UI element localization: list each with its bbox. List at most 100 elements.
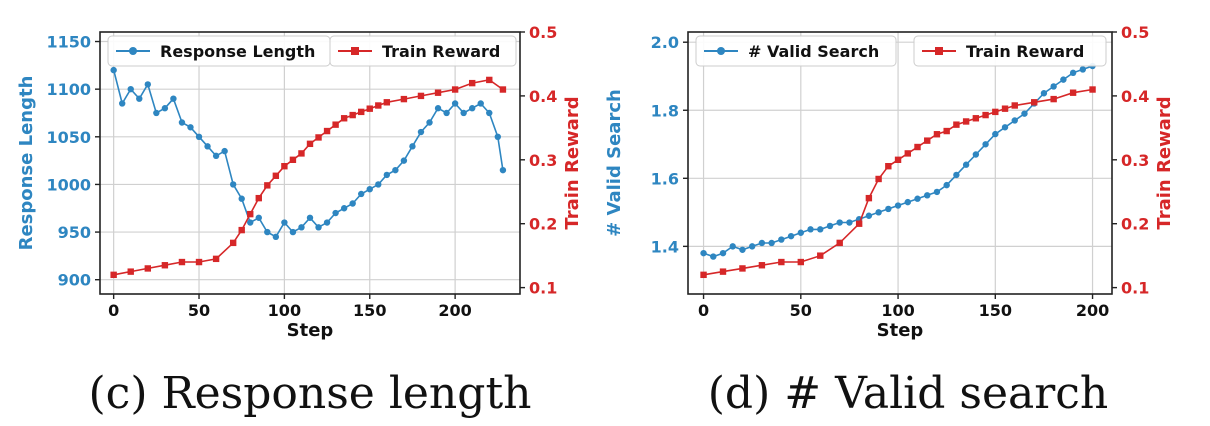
data-point (894, 156, 902, 164)
data-point (247, 210, 254, 218)
data-point (778, 236, 785, 243)
data-point (817, 226, 824, 233)
data-point (144, 81, 152, 88)
y-right-axis-label: Train Reward (1154, 96, 1175, 229)
y-right-tick-label: 0.3 (529, 151, 557, 170)
data-point (924, 137, 931, 144)
figure-caption: (d) # Valid search (708, 368, 1108, 419)
data-point (778, 258, 785, 266)
chart-panel-d: 0 50 100 150 200 1.4 1.6 1.8 2.0 0.1 0.2 0.3 0.4 0.5 S… (604, 23, 1175, 419)
data-point (366, 105, 373, 112)
data-point (499, 86, 507, 93)
data-point (178, 119, 186, 126)
data-point (914, 195, 921, 202)
data-point (739, 265, 746, 272)
data-point (349, 111, 356, 119)
y-right-tick-label: 0.5 (529, 23, 557, 42)
data-point (865, 194, 873, 202)
data-point (451, 86, 459, 93)
data-point (826, 222, 834, 230)
x-tick-label: 150 (979, 301, 1012, 320)
data-point (272, 172, 280, 179)
data-point (817, 252, 824, 259)
data-point (298, 150, 305, 157)
data-point (719, 268, 727, 275)
data-point (110, 66, 117, 74)
data-point (229, 239, 237, 247)
data-point (865, 212, 873, 219)
data-point (204, 143, 211, 150)
data-point (953, 171, 960, 179)
y-left-axis-label: Response Length (16, 76, 37, 251)
data-point (894, 202, 902, 209)
y-right-axis-label: Train Reward (562, 96, 583, 229)
data-point (1069, 89, 1077, 96)
data-point (885, 205, 892, 213)
data-point (238, 195, 245, 202)
data-point (170, 95, 177, 102)
data-point (1089, 86, 1096, 93)
data-point (281, 162, 288, 170)
chart-panel-c: 0 50 100 150 200 900 950 1000 1050 1100 1150 0.1 0.2… (16, 23, 583, 419)
x-tick-label: 200 (1076, 301, 1109, 320)
data-point (375, 181, 382, 188)
data-point (836, 219, 843, 226)
data-point (426, 119, 433, 126)
x-tick-label: 0 (108, 301, 119, 320)
legend-marker (129, 47, 137, 55)
data-point (434, 105, 442, 112)
data-point (136, 95, 143, 102)
data-point (943, 181, 950, 189)
data-point (358, 108, 365, 116)
data-point (187, 124, 194, 131)
data-point (836, 239, 843, 247)
series-line (113, 79, 504, 276)
data-point (477, 100, 484, 107)
plot-frame (687, 31, 1113, 295)
series-line (112, 69, 504, 238)
data-point (306, 214, 314, 221)
data-point (982, 141, 989, 148)
data-point (1011, 117, 1018, 124)
data-point (272, 233, 280, 241)
data-point (953, 121, 960, 128)
data-point (392, 166, 399, 174)
data-point (229, 181, 237, 188)
data-point (212, 255, 220, 263)
data-point (349, 200, 356, 207)
data-point (700, 271, 707, 279)
data-point (768, 239, 775, 247)
y-right-tick-label: 0.2 (1121, 215, 1149, 234)
data-point (323, 219, 331, 226)
data-point (855, 220, 863, 227)
x-tick-label: 50 (188, 301, 210, 320)
data-point (1001, 124, 1009, 131)
x-tick-label: 200 (438, 301, 471, 320)
y-left-tick-label: 1.8 (651, 101, 679, 120)
data-point (264, 228, 271, 236)
data-point (417, 128, 425, 136)
data-point (358, 190, 365, 198)
data-point (710, 253, 717, 260)
data-point (486, 76, 493, 84)
data-point (417, 92, 425, 100)
data-point (904, 198, 911, 206)
data-point (1011, 102, 1018, 109)
data-point (323, 127, 331, 135)
data-point (161, 262, 169, 269)
data-point (375, 102, 382, 109)
data-point (914, 143, 921, 151)
legend-frame (913, 35, 1107, 67)
data-point (797, 258, 805, 266)
data-point (255, 214, 262, 221)
data-point (992, 108, 999, 116)
data-point (933, 188, 941, 196)
data-point (340, 205, 348, 212)
legend-label: # Valid Search (748, 42, 879, 61)
y-right-tick-label: 0.1 (529, 279, 557, 298)
data-point (409, 143, 416, 150)
data-point (807, 226, 814, 233)
data-point (340, 115, 348, 122)
x-tick-label: 150 (353, 301, 386, 320)
